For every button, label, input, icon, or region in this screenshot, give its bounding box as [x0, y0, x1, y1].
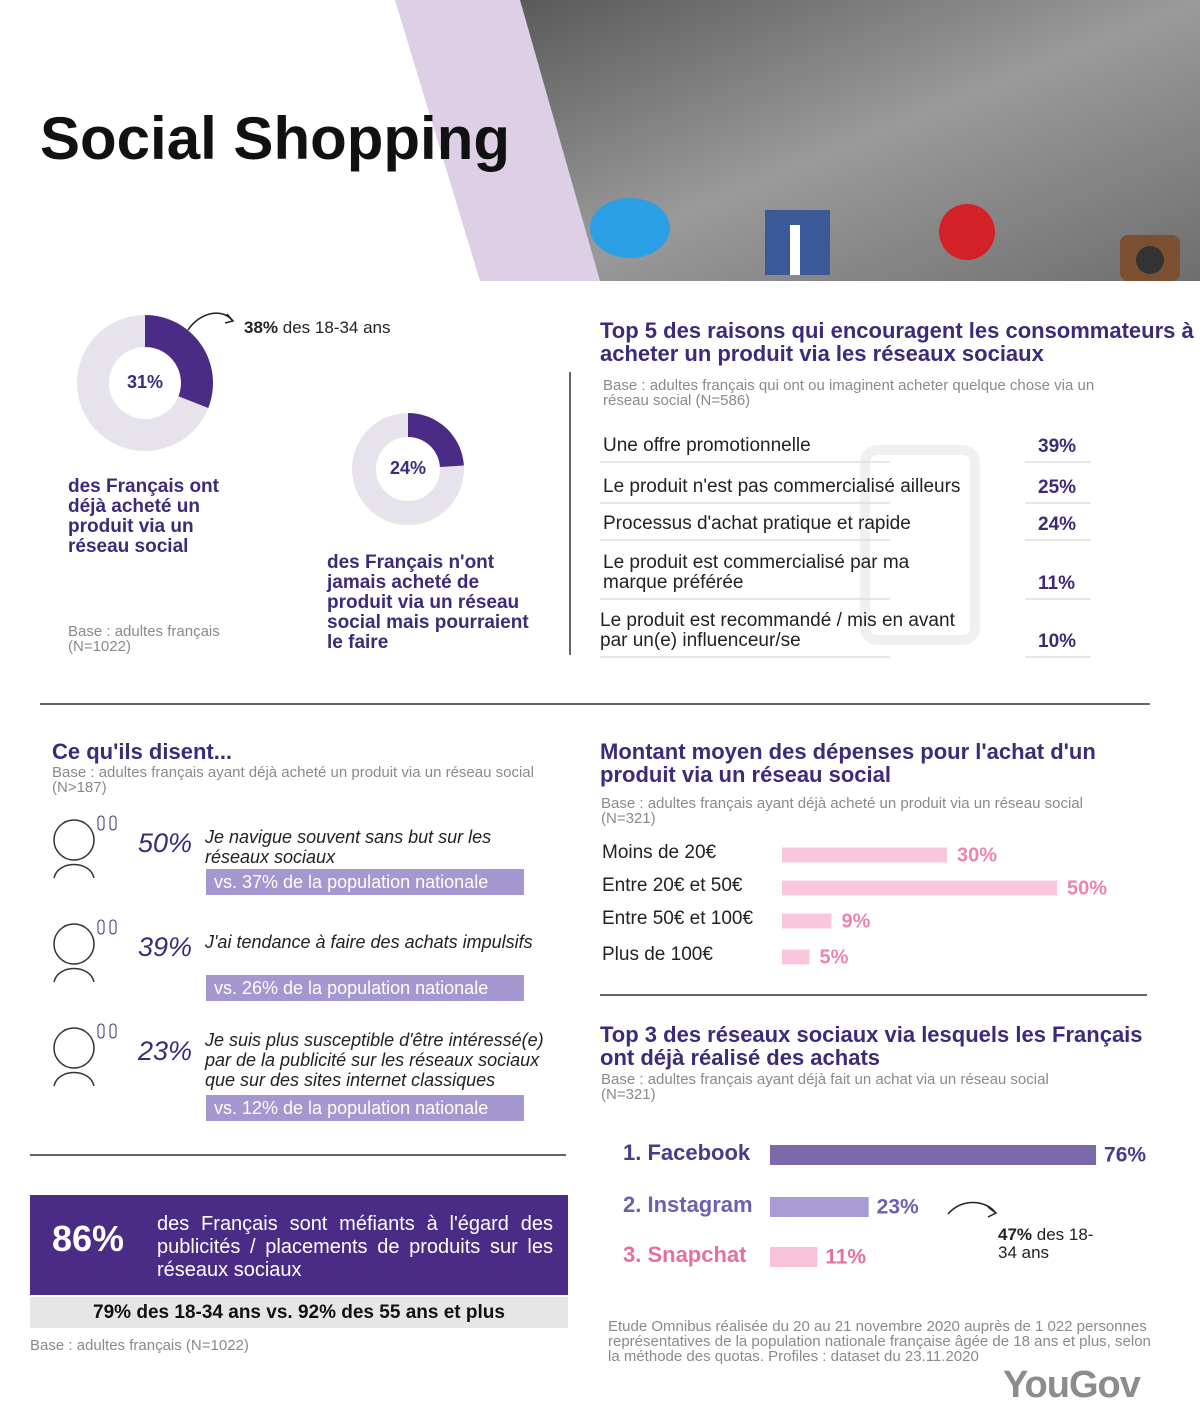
quote-mark	[109, 1023, 117, 1039]
quote-value: 50%	[138, 828, 193, 858]
bar	[770, 1197, 869, 1217]
category-label: Moins de 20€	[602, 842, 717, 863]
donut-label: 24%	[390, 458, 426, 478]
title: Social Shopping	[40, 105, 511, 172]
bar-value-label: 9%	[842, 910, 871, 932]
reason-label: Une offre promotionnelle	[603, 435, 811, 456]
callout-text: des 18-34 ans	[282, 318, 391, 337]
quote-text: Je navigue souvent sans but sur les rése…	[205, 827, 492, 867]
bar	[782, 913, 832, 929]
face-icon	[53, 923, 95, 965]
footnote: Etude Omnibus réalisée du 20 au 21 novem…	[608, 1318, 1151, 1365]
quote-value: 23%	[138, 1036, 193, 1066]
bar	[782, 880, 1057, 896]
quote-mark	[97, 815, 105, 831]
callout-arrow	[947, 1201, 996, 1215]
base-note: Base : adultes français qui ont ou imagi…	[603, 377, 1095, 409]
quote-mark	[109, 919, 117, 935]
bar	[770, 1145, 1097, 1165]
reason-value: 25%	[1038, 477, 1077, 498]
base-note: Base : adultes français (N=1022)	[30, 1337, 249, 1354]
header-band	[395, 0, 605, 281]
category-label: Entre 20€ et 50€	[602, 875, 743, 896]
quote-mark	[97, 919, 105, 935]
bar	[770, 1247, 818, 1267]
base-note: Base : adultes français ayant déjà achet…	[601, 795, 1083, 827]
face-icon	[53, 967, 95, 983]
category-label: Plus de 100€	[602, 944, 713, 965]
reason-label: Le produit n'est pas commercialisé aille…	[603, 476, 961, 497]
donut-label: 31%	[127, 372, 163, 392]
callout-value: 47%	[998, 1225, 1033, 1244]
donut-text: des Français ont déjà acheté un produit …	[68, 476, 219, 557]
base-note: Base : adultes français ayant déjà achet…	[52, 764, 534, 796]
quote-comparison: vs. 37% de la population nationale	[206, 869, 524, 895]
callout-value: 38%	[244, 318, 279, 337]
base-note: Base : adultes français (N=1022)	[68, 623, 220, 655]
quote-comparison: vs. 26% de la population nationale	[206, 975, 524, 1001]
quote-mark	[109, 815, 117, 831]
quote-mark	[97, 1023, 105, 1039]
bar-value-label: 50%	[1067, 877, 1107, 899]
donut-segment	[145, 315, 214, 409]
banner-box	[30, 1195, 568, 1295]
reason-value: 24%	[1038, 514, 1077, 535]
callout-text: des 18-34 ans	[998, 1225, 1094, 1262]
face-icon	[53, 1027, 95, 1069]
banner-sub: 79% des 18-34 ans vs. 92% des 55 ans et …	[93, 1302, 505, 1323]
facebook-icon-f	[790, 225, 800, 275]
quote-comparison: vs. 12% de la population nationale	[206, 1095, 524, 1121]
callout: 38% des 18-34 ans	[244, 318, 391, 338]
face-icon	[53, 863, 95, 879]
section-title: Ce qu'ils disent...	[52, 739, 233, 764]
banner-value: 86%	[52, 1218, 125, 1259]
bar-value-label: 30%	[957, 844, 997, 866]
reason-value: 39%	[1038, 436, 1077, 457]
pinterest-icon	[939, 204, 995, 260]
callout-arrowhead	[224, 313, 235, 324]
reason-value: 11%	[1038, 573, 1075, 594]
section-title: Top 5 des raisons qui encouragent les co…	[600, 318, 1194, 366]
base-note: Base : adultes français ayant déjà fait …	[601, 1071, 1049, 1103]
face-icon	[53, 1071, 95, 1087]
header-photo	[520, 0, 1200, 281]
reason-value: 10%	[1038, 631, 1077, 652]
bar	[782, 949, 810, 965]
quote-value: 39%	[138, 932, 193, 962]
network-label: 1. Facebook	[623, 1140, 751, 1165]
instagram-lens	[1136, 246, 1164, 274]
banner-sub-box	[30, 1297, 568, 1328]
face-icon	[53, 819, 95, 861]
category-label: Entre 50€ et 100€	[602, 908, 754, 929]
bar	[782, 847, 947, 863]
callout-arrow	[187, 312, 233, 331]
reason-label: Le produit est commercialisé par ma marq…	[603, 552, 910, 593]
donut-text: des Français n'ont jamais acheté de prod…	[327, 552, 529, 653]
banner-text: des Français sont méfiants à l'égard des…	[157, 1213, 553, 1281]
bar-value-label: 5%	[820, 946, 849, 968]
logo: YouGov	[1003, 1364, 1141, 1406]
reason-label: Processus d'achat pratique et rapide	[603, 513, 911, 534]
network-label: 2. Instagram	[623, 1192, 753, 1217]
twitter-icon	[590, 198, 670, 258]
quote-text: J'ai tendance à faire des achats impulsi…	[205, 932, 533, 952]
network-label: 3. Snapchat	[623, 1242, 747, 1267]
callout-arrowhead	[987, 1206, 998, 1218]
section-title: Top 3 des réseaux sociaux via lesquels l…	[600, 1022, 1143, 1070]
section-title: Montant moyen des dépenses pour l'achat …	[600, 739, 1096, 787]
phone-watermark	[860, 445, 980, 645]
bar-value-label: 11%	[825, 1246, 866, 1269]
bar-value-label: 76%	[1104, 1144, 1146, 1167]
reason-label: Le produit est recommandé / mis en avant…	[600, 610, 955, 651]
donut-segment	[408, 413, 464, 467]
bar-value-label: 23%	[877, 1196, 919, 1219]
quote-text: Je suis plus susceptible d'être intéress…	[205, 1030, 544, 1090]
callout: 47% des 18-34 ans	[998, 1226, 1098, 1262]
